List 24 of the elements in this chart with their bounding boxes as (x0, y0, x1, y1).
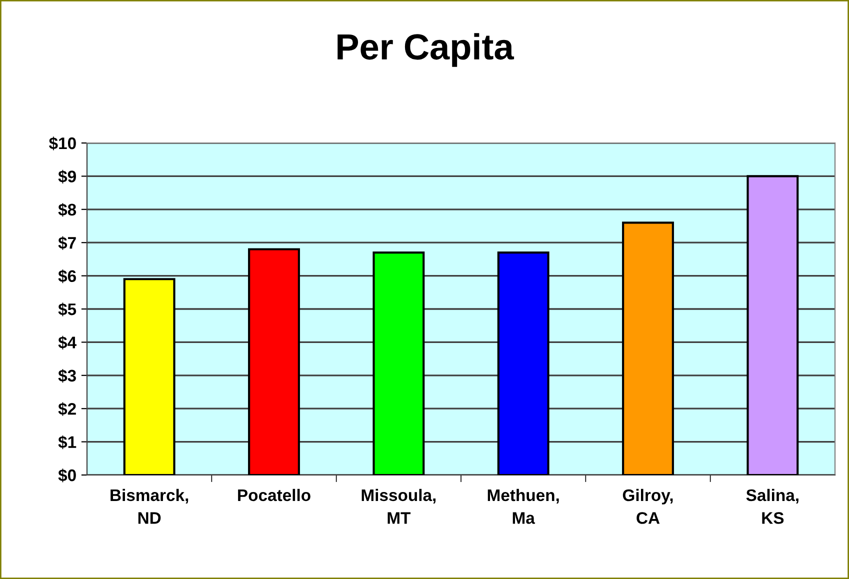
bar (123, 278, 176, 475)
y-tick-label: $5 (58, 302, 76, 316)
y-tick-label: $1 (58, 435, 76, 450)
y-tick-label: $3 (58, 369, 76, 383)
y-tick-label: $0 (58, 468, 76, 482)
y-tick-label: $6 (58, 269, 76, 284)
y-tick-label: $2 (58, 402, 76, 416)
x-tick-label: Bismarck, ND (110, 488, 188, 524)
y-tick-label: $9 (58, 170, 76, 184)
x-tick-label: Missoula, MT (362, 488, 436, 524)
bar (622, 222, 674, 475)
y-tick-label: $8 (58, 203, 76, 217)
bar (372, 252, 425, 475)
y-tick-label: $7 (58, 236, 76, 250)
chart-title: Per Capita (338, 33, 514, 67)
x-tick-label: Methuen, Ma (488, 488, 559, 524)
x-tick-label: Salina, KS (746, 488, 798, 524)
x-tick-label: Pocatello (238, 488, 310, 502)
bar (746, 175, 799, 475)
y-tick-label: $10 (48, 136, 76, 150)
x-tick-label: Gilroy, CA (622, 488, 673, 524)
bar (497, 252, 550, 475)
bar (248, 248, 300, 475)
y-tick-label: $4 (58, 336, 76, 350)
